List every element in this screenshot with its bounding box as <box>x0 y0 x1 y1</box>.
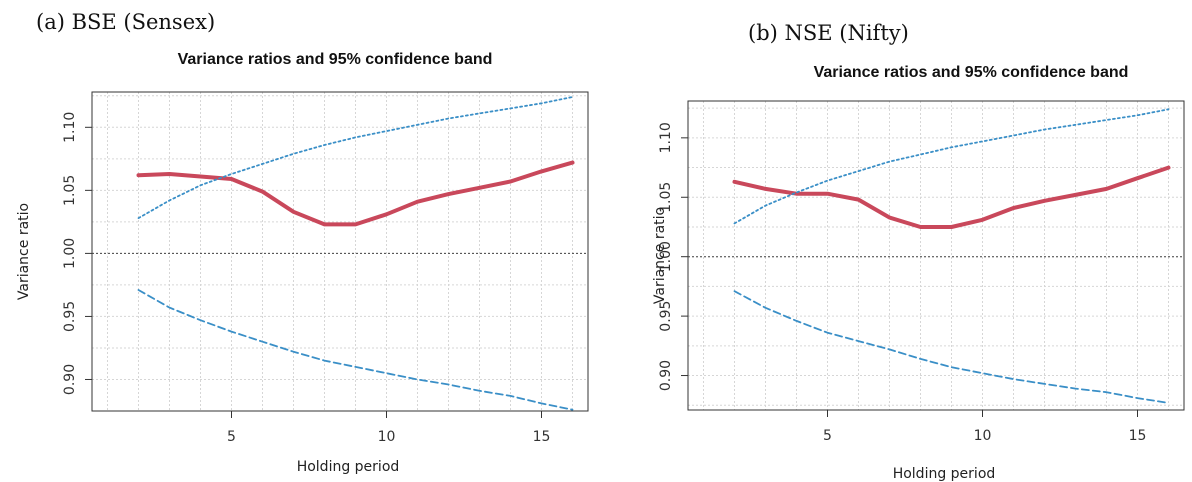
variance-ratio-line <box>732 165 1171 229</box>
chart-nse: 5 10 15 0.90 0.95 1.00 1.05 1.10 Variance ratios… <box>652 64 1185 482</box>
x-tick-label: 10 <box>974 428 992 444</box>
y-tick-label: 1.00 <box>62 238 78 269</box>
y-tick-label: 1.10 <box>62 112 78 143</box>
y-tick-label: 1.05 <box>658 182 674 213</box>
panel-bse: (a) BSE (Sensex) 5 10 15 0.90 0.95 1.00 1.05 1.… <box>16 10 589 475</box>
x-tick-label: 10 <box>378 429 396 445</box>
chart-bse: 5 10 15 0.90 0.95 1.00 1.05 1.10 Variance ratios… <box>16 51 589 475</box>
y-tick-label: 0.90 <box>658 360 674 391</box>
chart-title: Variance ratios and 95% confidence band <box>178 51 493 68</box>
y-tick-label: 0.95 <box>658 301 674 332</box>
plot-frame <box>687 100 1185 411</box>
lower-confidence-band <box>137 289 574 411</box>
x-axis-label: Holding period <box>893 466 996 482</box>
upper-confidence-band <box>733 108 1170 225</box>
chart-title: Variance ratios and 95% confidence band <box>814 64 1129 81</box>
variance-ratio-line <box>136 160 575 227</box>
panel-label-nse: (b) NSE (Nifty) <box>748 21 909 45</box>
y-tick-label: 1.10 <box>658 122 674 153</box>
x-tick-label: 5 <box>823 428 832 444</box>
x-tick-label: 15 <box>533 429 551 445</box>
y-tick-label: 1.05 <box>62 175 78 206</box>
panel-nse: (b) NSE (Nifty) 5 10 15 0.90 0.95 1.00 1.05 1.1… <box>596 0 1192 482</box>
x-axis-label: Holding period <box>297 459 400 475</box>
y-tick-label: 0.95 <box>62 301 78 332</box>
panel-label-bse: (a) BSE (Sensex) <box>36 10 216 34</box>
x-tick-label: 5 <box>227 429 236 445</box>
x-tick-label: 15 <box>1129 428 1147 444</box>
y-axis-label: Variance ratio <box>16 203 32 300</box>
y-tick-label: 0.90 <box>62 364 78 395</box>
upper-confidence-band <box>137 96 574 220</box>
plot-frame <box>91 91 589 412</box>
y-tick-label: 1.00 <box>658 241 674 272</box>
lower-confidence-band <box>733 290 1170 404</box>
y-axis-label: Variance ratio <box>652 207 668 304</box>
